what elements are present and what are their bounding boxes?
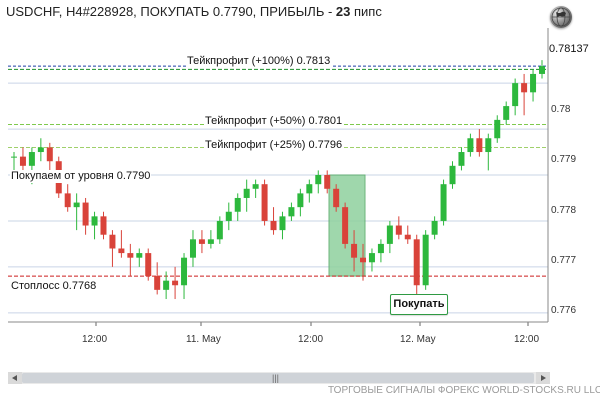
candle-body [252, 184, 259, 189]
title-pips-value: 23 [335, 4, 351, 19]
candle-body [360, 257, 367, 263]
candle-body [485, 138, 492, 153]
tp50-label: Тейкпрофит (+50%) 0.7801 [204, 115, 344, 128]
candle-body [109, 234, 116, 249]
tp25-label: Тейкпрофит (+25%) 0.7796 [204, 139, 344, 152]
candle-body [73, 202, 80, 208]
candle-body [521, 83, 528, 93]
candle-body [306, 184, 313, 194]
candle-body [154, 276, 161, 290]
candle-body [82, 202, 89, 226]
candle-body [404, 234, 411, 240]
scroll-left-arrow-icon[interactable] [8, 372, 22, 384]
candle-body [512, 83, 519, 107]
candle-body [28, 152, 35, 166]
candle-body [37, 147, 44, 153]
horizontal-scrollbar[interactable]: ||| [8, 372, 550, 384]
stoploss-label: Стоплосс 0.7768 [10, 280, 98, 293]
candle-body [189, 239, 196, 258]
x-tick-label: 12:00 [514, 334, 540, 345]
candle-body [198, 239, 205, 244]
candle-body [395, 225, 402, 235]
y-tick-label: 0.777 [551, 255, 577, 266]
current-price-label: 0.78137 [549, 43, 589, 55]
candle-body [279, 216, 286, 231]
x-tick-label: 12:00 [298, 334, 324, 345]
candle-body [297, 193, 304, 208]
candle-body [225, 211, 232, 221]
candle-body [342, 207, 349, 244]
chart-title: USDCHF, H4#228928, ПОКУПАТЬ 0.7790, ПРИБ… [6, 4, 382, 19]
candle-body [413, 239, 420, 286]
candle-body [324, 175, 331, 189]
candle-body [46, 147, 53, 162]
candle-body [243, 188, 250, 198]
candle-body [368, 253, 375, 263]
tp100-label: Тейкпрофит (+100%) 0.7813 [186, 55, 332, 68]
candle-body [145, 253, 152, 277]
candle-body [64, 193, 71, 208]
candle-body [351, 243, 358, 258]
scroll-right-arrow-icon[interactable] [536, 372, 550, 384]
candle-body [172, 280, 179, 286]
globe-icon[interactable] [550, 6, 572, 28]
candle-body [530, 73, 537, 93]
candle-body [467, 138, 474, 153]
candle-body [136, 253, 143, 258]
candle-body [386, 225, 393, 244]
candle-body [494, 119, 501, 139]
candle-body [458, 152, 465, 166]
scrollbar-thumb[interactable]: ||| [22, 373, 534, 383]
candle-body [19, 156, 26, 166]
candle-body [377, 243, 384, 254]
y-tick-label: 0.779 [551, 154, 577, 165]
candle-body [207, 239, 214, 244]
grip-icon: ||| [272, 373, 280, 383]
candle-body [100, 216, 107, 235]
candle-body [503, 106, 510, 120]
candle-body [440, 184, 447, 221]
candle-body [118, 248, 125, 254]
x-tick-label: 11. May [186, 334, 221, 345]
candle-body [163, 280, 170, 290]
footer-text: ТОРГОВЫЕ СИГНАЛЫ ФОРЕКС WORLD-STOCKS.RU … [328, 385, 600, 396]
candle-body [216, 220, 223, 240]
y-tick-label: 0.778 [551, 205, 577, 216]
candle-body [315, 175, 322, 185]
candle-body [11, 156, 17, 158]
candle-body [288, 207, 295, 217]
title-symbol: USDCHF, H4#228928, ПОКУПАТЬ 0.7790, ПРИБ… [6, 4, 336, 19]
y-tick-label: 0.776 [551, 305, 577, 316]
candle-body [333, 188, 340, 208]
candle-body [476, 138, 483, 153]
candle-body [449, 165, 456, 185]
candle-body [127, 253, 134, 258]
chart-axes [8, 28, 549, 323]
candle-body [261, 184, 268, 221]
candle-body [431, 220, 438, 235]
candle-body [91, 216, 98, 226]
entry-level-label: Покупаем от уровня 0.7790 [10, 170, 152, 183]
x-tick-label: 12. May [400, 334, 436, 345]
candle-body [270, 220, 277, 231]
x-tick-label: 12:00 [82, 334, 108, 345]
candle-body [422, 234, 429, 286]
y-tick-label: 0.78 [551, 104, 571, 115]
candle-body [539, 66, 545, 74]
candle-body [181, 257, 188, 286]
candle-body [234, 197, 241, 212]
buy-button[interactable]: Покупать [390, 294, 448, 315]
title-pips-unit: пипс [350, 4, 382, 19]
